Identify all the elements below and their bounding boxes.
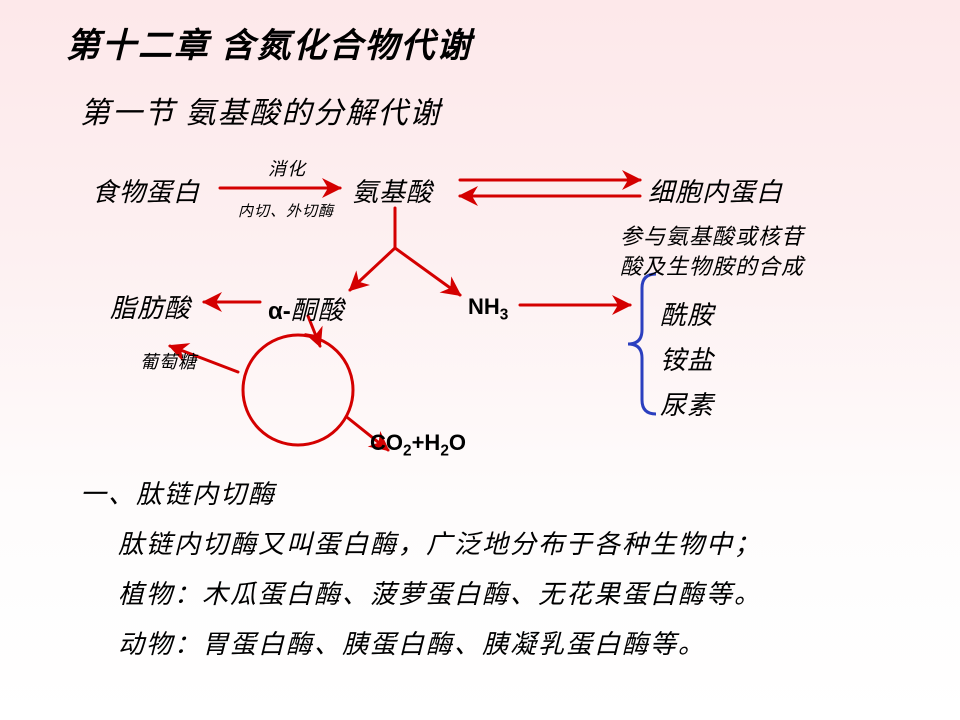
- node-alpha-keto: α-α-酮酸酮酸: [268, 290, 345, 327]
- nh3-products-bracket: [628, 274, 656, 414]
- body-p3: 动物：胃蛋白酶、胰蛋白酶、胰凝乳蛋白酶等。: [118, 620, 706, 669]
- node-glucose: 葡萄糖: [140, 348, 197, 374]
- label-endo-exo: 内切、外切酶: [238, 200, 334, 221]
- node-urea: 尿素: [660, 385, 714, 422]
- node-ammonium: 铵盐: [660, 340, 714, 377]
- chapter-title: 第十二章 含氮化合物代谢: [66, 18, 473, 67]
- arrow-amino-to-nh3: [395, 248, 460, 295]
- label-side-note: 参与氨基酸或核苷酸及生物胺的合成: [620, 222, 804, 281]
- label-digest: 消化: [268, 155, 306, 181]
- node-nh3: NH3: [468, 294, 508, 324]
- body-p1: 肽链内切酶又叫蛋白酶，广泛地分布于各种生物中；: [118, 520, 762, 569]
- node-fatty-acid: 脂肪酸: [110, 288, 191, 325]
- tca-cycle-circle: [243, 335, 353, 445]
- section-title: 第一节 氨基酸的分解代谢: [80, 88, 442, 132]
- body-p2: 植物：木瓜蛋白酶、菠萝蛋白酶、无花果蛋白酶等。: [118, 570, 762, 619]
- node-cell-protein: 细胞内蛋白: [648, 172, 783, 209]
- node-co2h2o: CO2+H2O: [370, 430, 466, 460]
- node-amide: 酰胺: [660, 295, 714, 332]
- arrow-amino-to-keto: [350, 248, 395, 290]
- node-food-protein: 食物蛋白: [92, 172, 200, 209]
- body-heading-1: 一、肽链内切酶: [80, 470, 276, 519]
- node-amino-acid: 氨基酸: [352, 172, 433, 209]
